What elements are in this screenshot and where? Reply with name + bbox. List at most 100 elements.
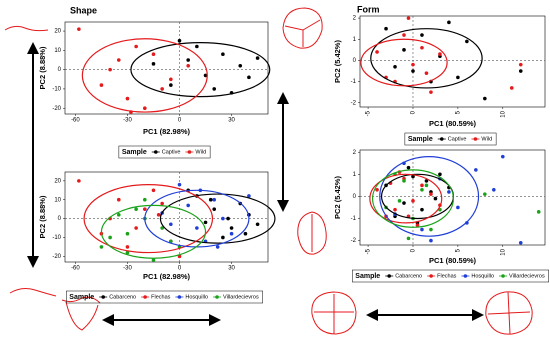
- point: [108, 67, 112, 72]
- point: [125, 250, 130, 255]
- point: [429, 90, 433, 94]
- point: [492, 187, 496, 192]
- plot-frame: [359, 149, 546, 246]
- point: [151, 52, 156, 57]
- legend-swatch: [439, 137, 444, 141]
- point: [156, 213, 161, 217]
- point: [212, 87, 217, 91]
- x-tick-label: -5: [366, 110, 372, 116]
- y-tick-label: 20: [54, 178, 61, 184]
- point: [536, 210, 541, 214]
- legend-swatch: [463, 274, 468, 278]
- point: [375, 187, 379, 192]
- point: [238, 63, 243, 68]
- point: [116, 58, 121, 62]
- x-tick-label: 0: [178, 118, 182, 124]
- point: [420, 33, 424, 37]
- y-tick-label: -1: [351, 216, 357, 222]
- legend-title: Sample: [69, 294, 94, 301]
- point: [229, 226, 234, 230]
- point: [203, 220, 208, 225]
- point: [415, 223, 420, 227]
- point: [125, 231, 130, 236]
- outline-sketch: [61, 296, 101, 331]
- point: [420, 45, 424, 50]
- point: [402, 201, 406, 205]
- point: [406, 236, 411, 241]
- plot-frame: [64, 21, 269, 115]
- point: [221, 52, 225, 57]
- y-tick-label: -20: [52, 106, 61, 112]
- y-tick-label: 10: [54, 48, 61, 54]
- point: [393, 64, 397, 69]
- confidence-ellipse: [130, 42, 271, 98]
- point: [247, 75, 251, 80]
- legend: Sample Captive Wild: [404, 132, 497, 146]
- x-tick-label: -60: [71, 118, 80, 124]
- point: [229, 231, 234, 236]
- point: [255, 56, 260, 60]
- legend-label: Flechas: [437, 273, 457, 279]
- outline-sketch: [9, 288, 57, 297]
- point: [116, 213, 121, 217]
- legend-label: Captive: [162, 149, 181, 155]
- point: [143, 197, 147, 202]
- point: [393, 207, 397, 212]
- confidence-ellipse: [379, 156, 480, 237]
- point: [518, 69, 523, 73]
- legend-title: Sample: [408, 136, 433, 143]
- confidence-ellipse: [371, 169, 454, 228]
- point: [406, 16, 411, 20]
- outline-sketch: [485, 291, 533, 335]
- point: [221, 216, 225, 221]
- sketches: [4, 7, 533, 335]
- point: [420, 183, 424, 188]
- y-tick-label: 10: [54, 197, 61, 203]
- point: [151, 258, 156, 262]
- point: [169, 83, 173, 87]
- x-tick-label: 30: [228, 118, 235, 124]
- legend-box: [118, 145, 211, 159]
- confidence-ellipse: [83, 184, 214, 254]
- legend-title: Sample: [355, 273, 380, 280]
- point: [402, 179, 406, 183]
- x-axis-label: PC1 (80.59%): [429, 119, 477, 128]
- point: [186, 203, 190, 208]
- point: [438, 172, 442, 177]
- y-tick-label: 20: [54, 29, 61, 35]
- panel: -60 -30 0 30 20 10 0 -10 -20 PC1 (82.98%) PC2 (8.8…: [38, 171, 276, 304]
- point: [509, 86, 514, 90]
- point: [518, 240, 523, 245]
- legend: Sample Captive Wild: [118, 145, 211, 159]
- point: [424, 71, 429, 75]
- outline-sketch: [282, 7, 323, 49]
- x-axis-label: PC1 (82.98%): [143, 127, 191, 136]
- y-tick-label: 1: [353, 172, 357, 178]
- point: [226, 216, 230, 221]
- point: [186, 63, 190, 68]
- legend-label: Villardecievros: [509, 273, 545, 279]
- point: [215, 245, 220, 249]
- legend-label: Hosquillo: [471, 273, 494, 279]
- legend-swatch: [215, 295, 219, 299]
- x-axis-label: PC1 (82.98%): [143, 272, 191, 281]
- point: [151, 188, 156, 193]
- outline-sketch: [311, 291, 357, 335]
- legend-label: Hosquillo: [185, 294, 208, 300]
- point: [447, 20, 451, 25]
- point: [474, 168, 478, 172]
- point: [77, 179, 81, 183]
- x-tick-label: 0: [411, 110, 417, 114]
- point: [500, 154, 505, 159]
- y-tick-label: -10: [52, 87, 61, 93]
- legend-swatch: [187, 150, 192, 154]
- y-tick-label: -1: [351, 79, 357, 85]
- x-tick-label: 5: [455, 248, 461, 252]
- point: [411, 174, 415, 179]
- legend-swatch: [177, 295, 182, 299]
- legend-swatch: [153, 150, 158, 154]
- point: [247, 194, 251, 198]
- point: [397, 199, 402, 203]
